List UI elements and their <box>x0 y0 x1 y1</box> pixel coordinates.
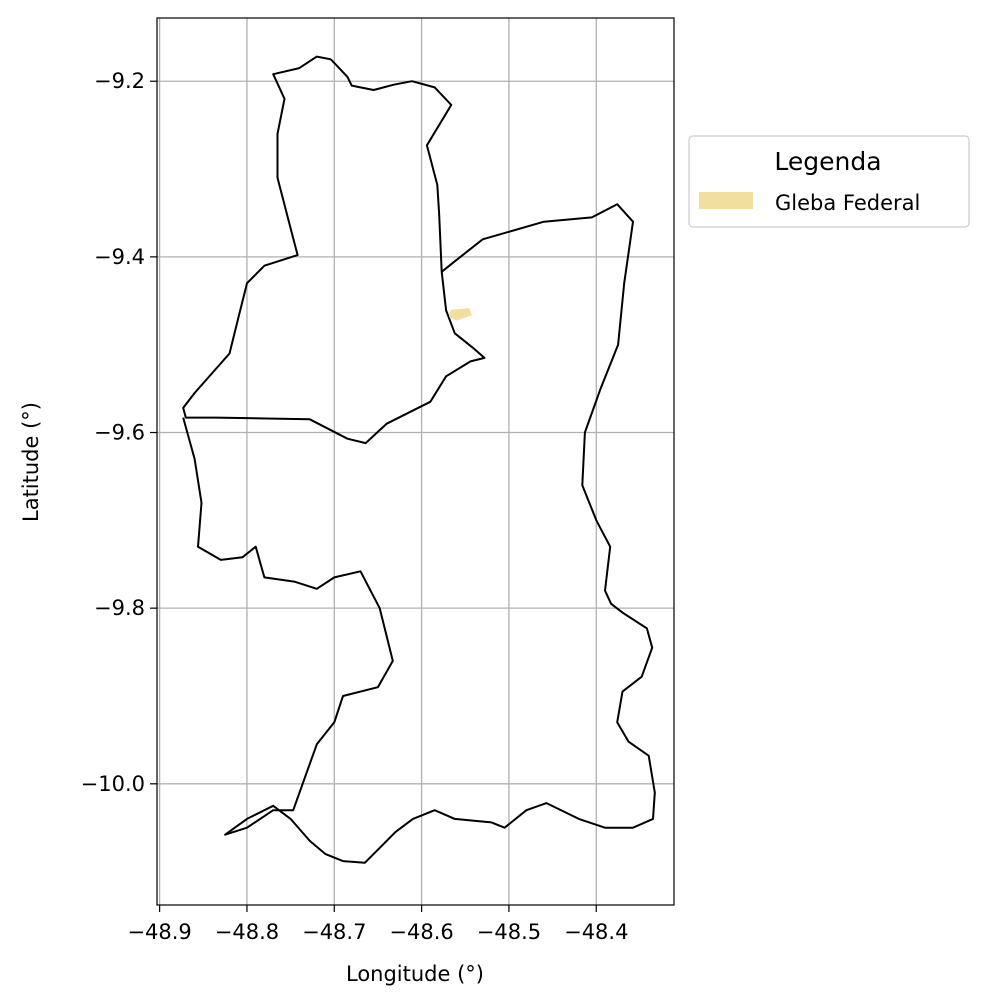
x-axis-label: Longitude (°) <box>346 962 484 986</box>
x-tick-label: −48.5 <box>477 920 541 944</box>
legend-swatch <box>699 192 753 209</box>
south-municipality-boundary <box>182 203 656 864</box>
gleba-federal-polygon <box>449 308 473 321</box>
legend-title: Legenda <box>774 147 881 176</box>
x-tick-label: −48.8 <box>215 920 279 944</box>
y-axis-label: Latitude (°) <box>19 402 43 522</box>
x-axis-ticks: −48.9 −48.8 −48.7 −48.6 −48.5 −48.4 <box>127 905 628 944</box>
x-tick-label: −48.4 <box>564 920 628 944</box>
axes-frame <box>156 17 675 906</box>
legend-entry-label: Gleba Federal <box>775 191 920 215</box>
y-tick-label: −9.4 <box>94 245 145 269</box>
municipality-boundaries <box>182 55 656 864</box>
gleba-federal-layer <box>449 308 473 321</box>
y-axis-ticks: −9.2 −9.4 −9.6 −9.8 −10.0 <box>81 69 157 796</box>
north-municipality-boundary <box>182 55 486 445</box>
x-tick-label: −48.9 <box>127 920 191 944</box>
y-tick-label: −9.8 <box>94 596 145 620</box>
y-tick-label: −10.0 <box>81 772 145 796</box>
y-tick-label: −9.2 <box>94 69 145 93</box>
x-tick-label: −48.6 <box>389 920 453 944</box>
gridlines <box>157 18 674 905</box>
x-tick-label: −48.7 <box>302 920 366 944</box>
legend: Legenda Gleba Federal <box>688 135 970 228</box>
y-tick-label: −9.6 <box>94 421 145 445</box>
legend-box <box>688 135 970 228</box>
